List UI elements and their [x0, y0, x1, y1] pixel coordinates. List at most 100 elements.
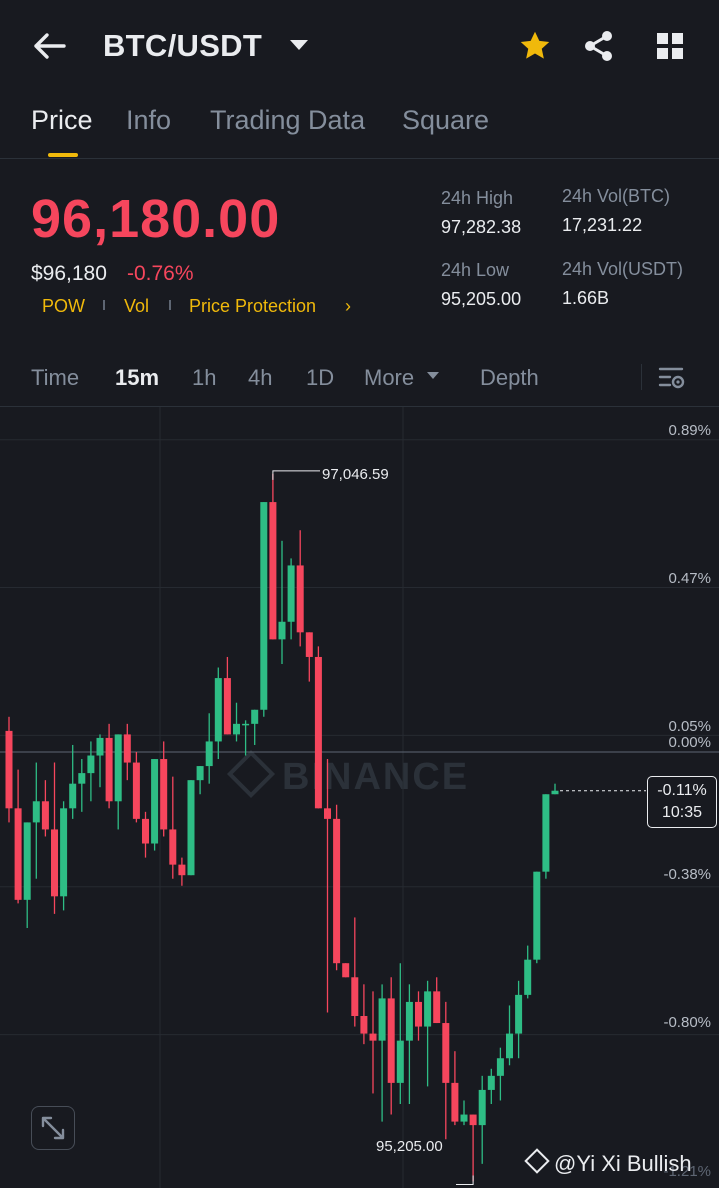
candle-body — [151, 759, 159, 844]
high-marker-label: 97,046.59 — [322, 466, 389, 483]
candle-body — [205, 741, 213, 767]
candle-body — [278, 621, 286, 640]
pct-level-label: -0.38% — [663, 866, 711, 883]
candle-body — [542, 794, 550, 872]
pair-title[interactable]: BTC/USDT — [103, 28, 263, 63]
usd-price: $96,180 — [31, 262, 107, 285]
interval-more[interactable]: More — [364, 365, 415, 390]
candle-body — [160, 759, 168, 830]
interval-15m[interactable]: 15m — [115, 365, 160, 390]
candle-body — [69, 783, 77, 809]
watermark-text: BINANCE — [282, 756, 470, 798]
candle-body — [333, 818, 341, 964]
candle-body — [496, 1058, 504, 1076]
chevron-right-icon[interactable]: › — [345, 296, 351, 316]
tab-square[interactable]: Square — [402, 105, 490, 135]
expand-icon — [41, 1116, 65, 1140]
candle-body — [324, 808, 331, 819]
grid-button[interactable] — [656, 32, 684, 60]
tag-separator — [103, 300, 105, 310]
candle-body — [469, 1114, 477, 1126]
candle-body — [378, 998, 386, 1041]
candle-body — [506, 1033, 513, 1059]
candle-body — [460, 1114, 468, 1122]
chart-settings-button[interactable] — [658, 364, 686, 392]
candle-body — [96, 737, 104, 756]
last-price: 96,180.00 — [31, 189, 281, 249]
tag-price-protection[interactable]: Price Protection — [189, 296, 317, 316]
interval-1d[interactable]: 1D — [306, 365, 335, 390]
pct-level-label: -0.80% — [663, 1014, 711, 1031]
interval-1h[interactable]: 1h — [192, 365, 217, 390]
candle-body — [60, 808, 68, 897]
candle-body — [123, 734, 131, 763]
candle-body — [105, 737, 113, 802]
candle-body — [351, 977, 359, 1016]
vol-btc-value: 17,231.22 — [562, 215, 643, 235]
pct-level-label: 0.00% — [668, 734, 711, 751]
candle-body — [251, 709, 259, 724]
candle-body — [551, 790, 559, 795]
candle-body — [114, 734, 122, 802]
candle-body — [305, 632, 313, 657]
high-value: 97,282.38 — [441, 217, 522, 237]
share-button[interactable] — [582, 29, 616, 63]
active-tab-indicator — [48, 153, 78, 157]
tag-separator — [169, 300, 171, 310]
candle-body — [287, 565, 295, 622]
candle-body — [360, 1016, 368, 1034]
tab-info[interactable]: Info — [126, 105, 172, 135]
candle-body — [296, 565, 304, 633]
candle-body — [178, 864, 186, 876]
candle-body — [214, 678, 222, 742]
candle-body — [433, 991, 441, 1024]
candle-body — [405, 1001, 413, 1041]
chart-settings-icon — [658, 367, 685, 389]
candle-body — [14, 808, 22, 900]
candle-body — [487, 1075, 495, 1090]
caret-down-icon[interactable] — [290, 40, 308, 50]
candle-body — [169, 829, 177, 865]
interval-4h[interactable]: 4h — [248, 365, 273, 390]
pct-level-label: 0.05% — [668, 718, 711, 735]
tag-pow[interactable]: POW — [42, 296, 85, 316]
credit-label: @Yi Xi Bullish — [524, 1148, 692, 1177]
candle-body — [260, 502, 268, 710]
interval-divider — [641, 364, 642, 390]
candle-body — [451, 1082, 459, 1122]
chart-top-divider — [0, 406, 719, 407]
binance-watermark: BINANCE — [226, 749, 470, 799]
badge-pct: -0.11% — [657, 782, 707, 799]
low-marker-line — [456, 1175, 474, 1185]
vol-usdt-label: 24h Vol(USDT) — [562, 259, 684, 279]
grid-icon — [657, 33, 683, 59]
interval-depth[interactable]: Depth — [480, 365, 539, 390]
tabs-divider — [0, 158, 719, 159]
candle-body — [369, 1033, 377, 1041]
back-button[interactable] — [30, 30, 70, 62]
vol-usdt-value: 1.66B — [562, 288, 610, 308]
candle-body — [269, 502, 277, 640]
candle-body — [132, 762, 140, 819]
tag-vol[interactable]: Vol — [124, 296, 150, 316]
more-caret-icon — [427, 372, 439, 379]
candle-body — [78, 773, 86, 784]
candlestick-chart[interactable] — [0, 407, 719, 1188]
interval-time[interactable]: Time — [31, 365, 80, 390]
candle-body — [32, 801, 40, 823]
candle-body — [51, 829, 58, 897]
current-price-badge[interactable]: -0.11% 10:35 — [647, 776, 717, 828]
expand-chart-button[interactable] — [31, 1106, 75, 1150]
candle-body — [23, 822, 31, 900]
pct-level-label: -1.21% — [663, 1163, 711, 1180]
candle-body — [524, 959, 532, 995]
tab-trading-data[interactable]: Trading Data — [210, 105, 366, 135]
candle-body — [41, 801, 49, 830]
credit-text: @Yi Xi Bullish — [554, 1151, 692, 1176]
candle-body — [424, 991, 432, 1027]
tab-price[interactable]: Price — [31, 105, 93, 135]
candle-body — [442, 1023, 450, 1083]
high-marker-line — [272, 470, 320, 480]
back-arrow-icon — [34, 33, 66, 59]
favorite-button[interactable] — [517, 28, 553, 64]
